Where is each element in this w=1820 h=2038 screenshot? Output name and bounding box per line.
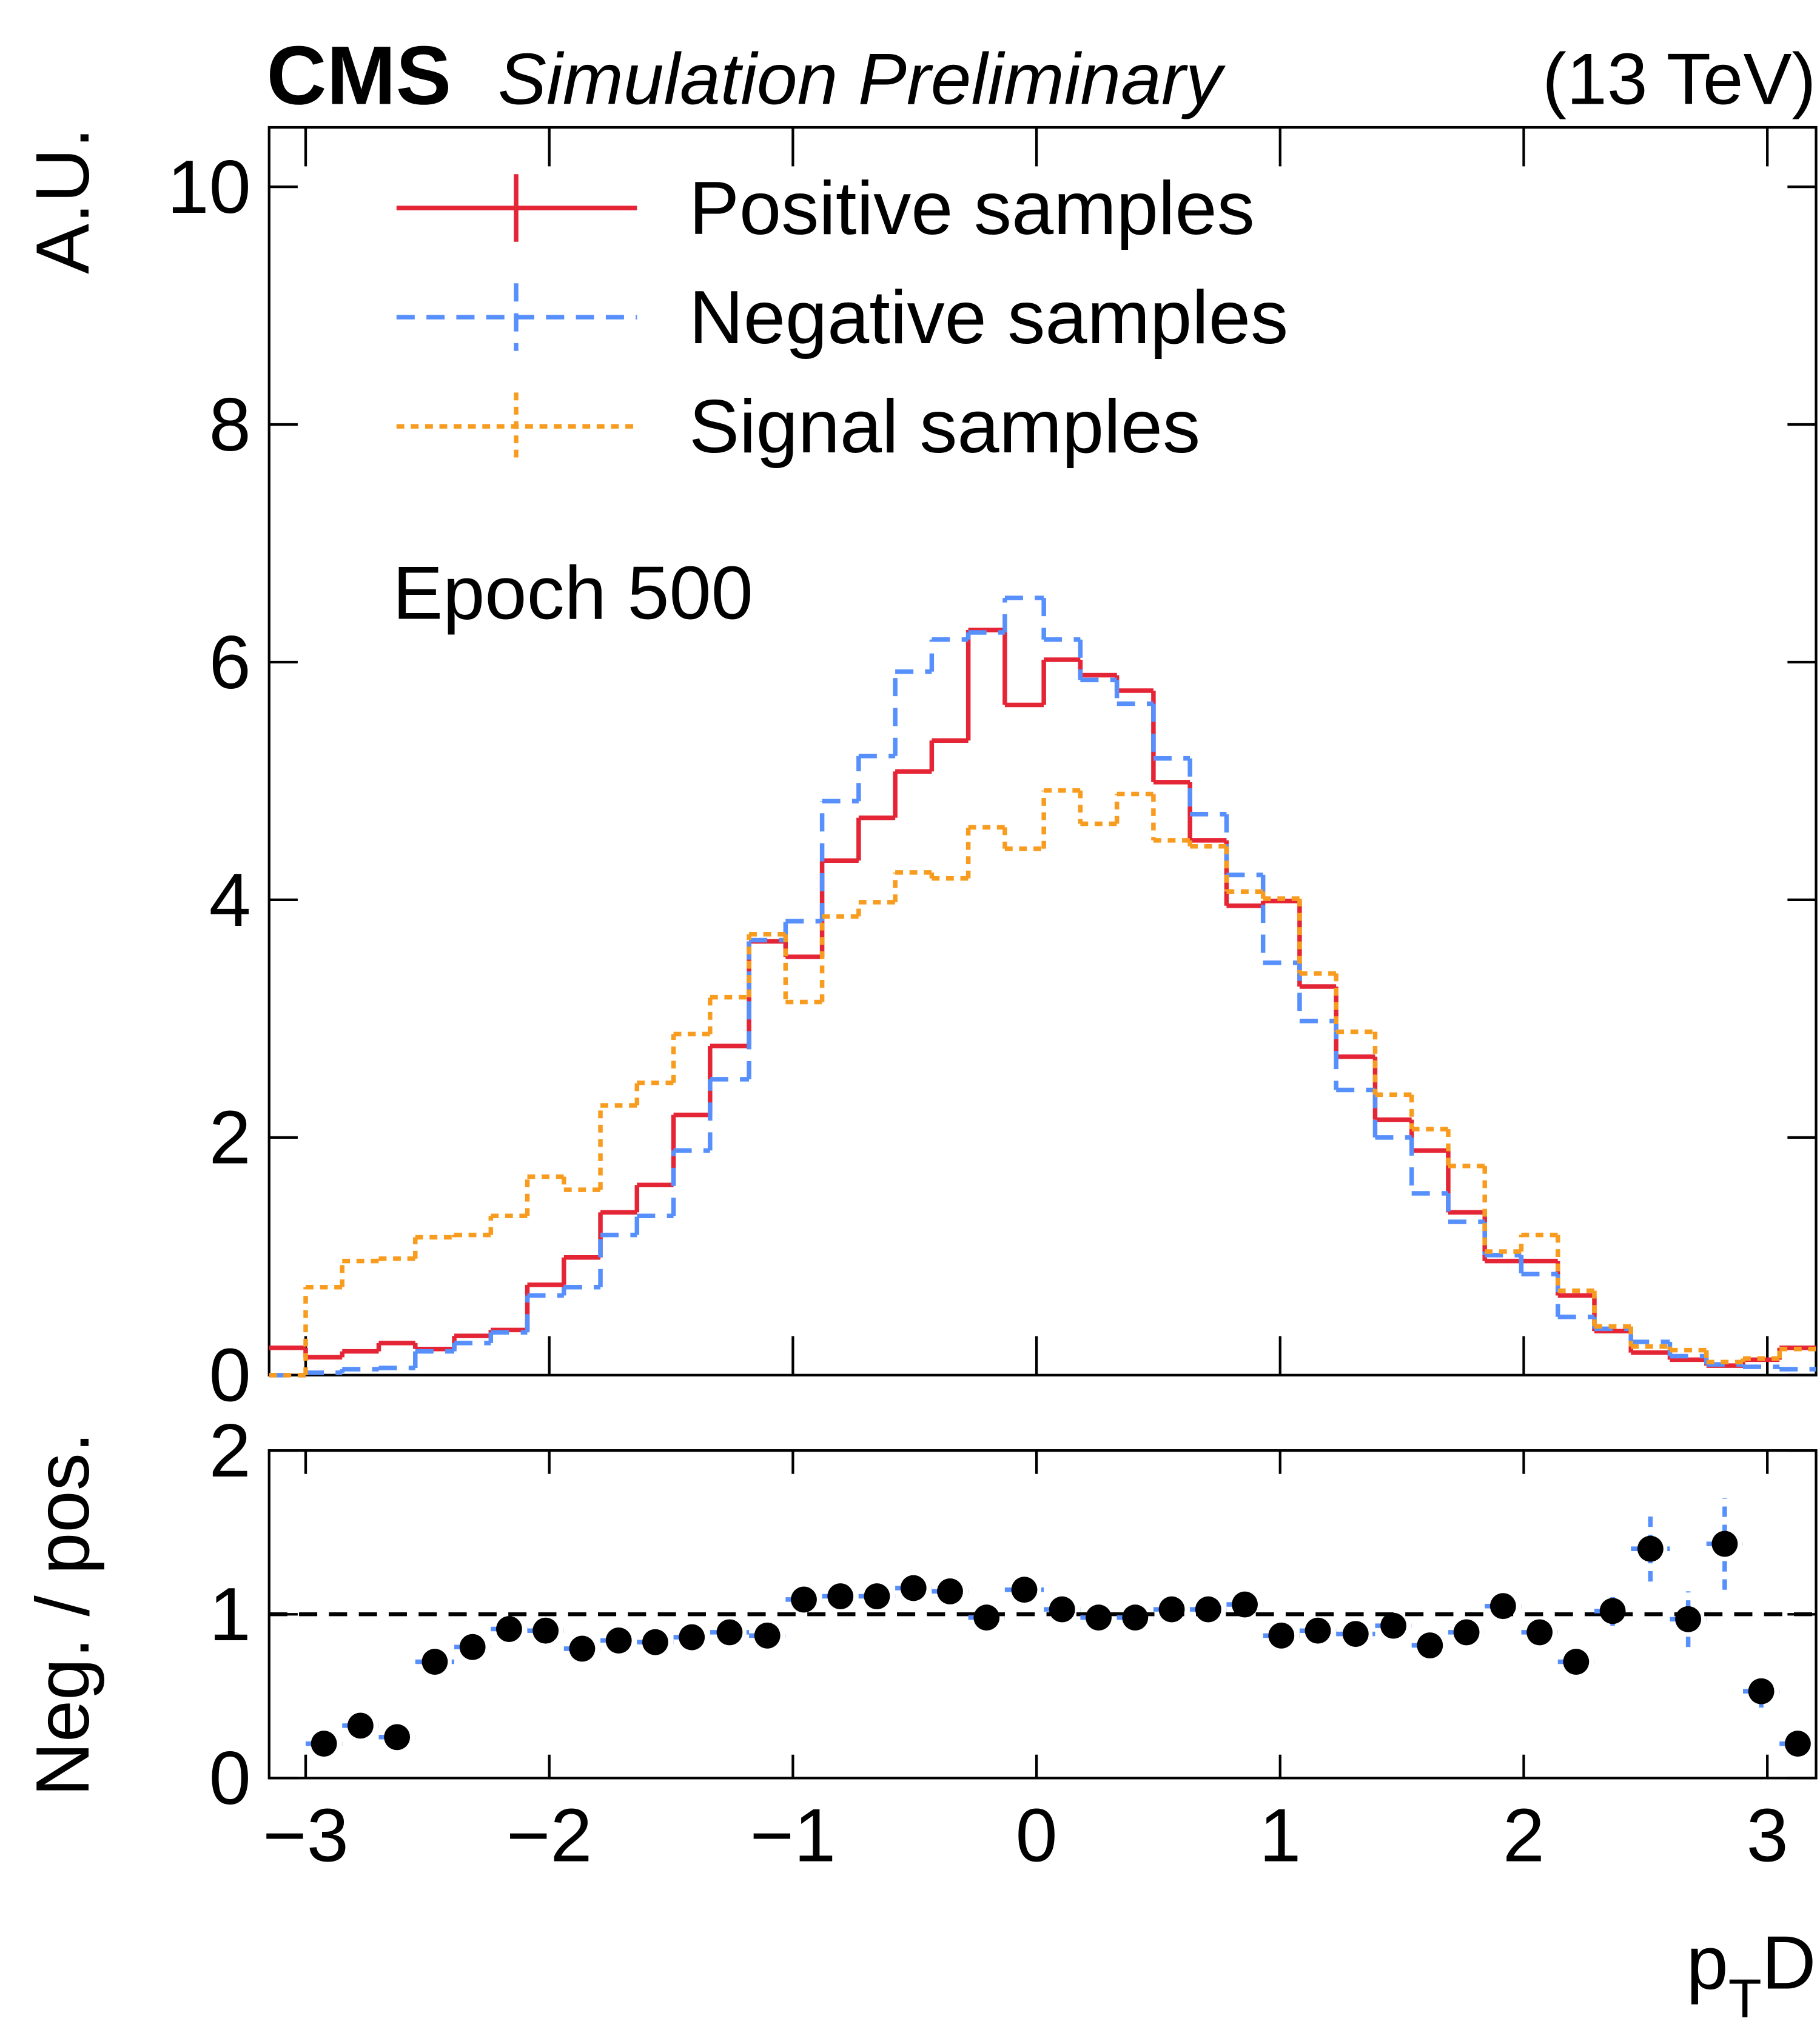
ratio-point bbox=[900, 1575, 927, 1601]
x-tick-label: 2 bbox=[1503, 1793, 1545, 1877]
x-axis-title: pTD bbox=[1687, 1921, 1816, 2030]
ratio-point bbox=[1489, 1593, 1516, 1620]
x-tick-label: −2 bbox=[506, 1793, 593, 1877]
ratio-point bbox=[311, 1731, 337, 1757]
y-tick-label: 8 bbox=[209, 383, 251, 467]
legend-label: Negative samples bbox=[689, 275, 1288, 360]
ratio-point bbox=[1158, 1596, 1185, 1623]
y-tick-label: 1 bbox=[209, 1572, 251, 1657]
ratio-point bbox=[791, 1586, 817, 1613]
status-label: Simulation Preliminary bbox=[498, 38, 1226, 119]
ratio-axis-title: Neg. / pos. bbox=[21, 1432, 105, 1797]
ratio-point bbox=[421, 1649, 448, 1675]
y-axis-title: A.U. bbox=[21, 127, 105, 274]
ratio-point bbox=[1599, 1598, 1626, 1624]
ratio-point bbox=[1563, 1649, 1590, 1675]
ratio-point bbox=[1711, 1530, 1738, 1557]
ratio-point bbox=[1748, 1678, 1775, 1704]
ratio-point bbox=[347, 1712, 374, 1739]
ratio-point bbox=[1011, 1577, 1038, 1603]
ratio-point bbox=[459, 1634, 486, 1660]
plot-frame bbox=[267, 1449, 1818, 1780]
ratio-point bbox=[1195, 1596, 1221, 1623]
ratio-point bbox=[754, 1622, 781, 1649]
x-tick-label: 0 bbox=[1016, 1793, 1058, 1877]
x-tick-label: 3 bbox=[1747, 1793, 1788, 1877]
y-tick-label: 4 bbox=[209, 858, 251, 942]
legend-label: Signal samples bbox=[689, 384, 1200, 469]
legend-label: Positive samples bbox=[689, 166, 1255, 250]
x-tick-label: −1 bbox=[750, 1793, 836, 1877]
ratio-point bbox=[1049, 1596, 1075, 1623]
x-title-part: p bbox=[1687, 1921, 1728, 2005]
ratio-point bbox=[1675, 1606, 1702, 1632]
y-tick-label: 2 bbox=[209, 1096, 251, 1180]
ratio-point bbox=[569, 1635, 596, 1662]
ratio-point bbox=[1380, 1612, 1407, 1639]
plot-frame bbox=[267, 126, 1818, 1376]
ratio-point bbox=[1453, 1619, 1480, 1646]
energy-label: (13 TeV) bbox=[1542, 38, 1816, 119]
ratio-point bbox=[716, 1619, 743, 1646]
experiment-label: CMS bbox=[266, 29, 451, 122]
ratio-point bbox=[1232, 1591, 1258, 1618]
y-tick-label: 0 bbox=[209, 1736, 251, 1820]
y-tick-label: 6 bbox=[209, 620, 251, 705]
annotation: Epoch 500 bbox=[392, 551, 753, 635]
y-tick-label: 0 bbox=[209, 1333, 251, 1418]
ratio-point bbox=[1342, 1621, 1369, 1647]
ratio-point bbox=[1086, 1604, 1112, 1631]
ratio-point bbox=[1417, 1632, 1443, 1658]
x-title-sub: T bbox=[1728, 1969, 1762, 2030]
ratio-point bbox=[642, 1629, 668, 1655]
ratio-point bbox=[1305, 1617, 1331, 1644]
ratio-point bbox=[384, 1724, 411, 1751]
y-tick-label: 10 bbox=[167, 145, 250, 229]
ratio-point bbox=[827, 1583, 854, 1609]
ratio-point bbox=[679, 1624, 705, 1651]
ratio-point bbox=[1637, 1535, 1664, 1562]
ratio-point bbox=[1526, 1619, 1553, 1646]
ratio-point bbox=[1268, 1622, 1295, 1649]
ratio-point bbox=[495, 1616, 522, 1642]
x-title-part: D bbox=[1762, 1921, 1816, 2005]
x-tick-label: 1 bbox=[1259, 1793, 1301, 1877]
ratio-point bbox=[532, 1617, 559, 1644]
ratio-point bbox=[605, 1627, 632, 1654]
ratio-point bbox=[1122, 1604, 1149, 1631]
ratio-point bbox=[973, 1604, 1000, 1631]
ratio-point bbox=[864, 1583, 890, 1609]
x-tick-label: −3 bbox=[263, 1793, 349, 1877]
ratio-point bbox=[1784, 1731, 1811, 1757]
ratio-point bbox=[937, 1578, 963, 1604]
y-tick-label: 2 bbox=[209, 1409, 251, 1493]
